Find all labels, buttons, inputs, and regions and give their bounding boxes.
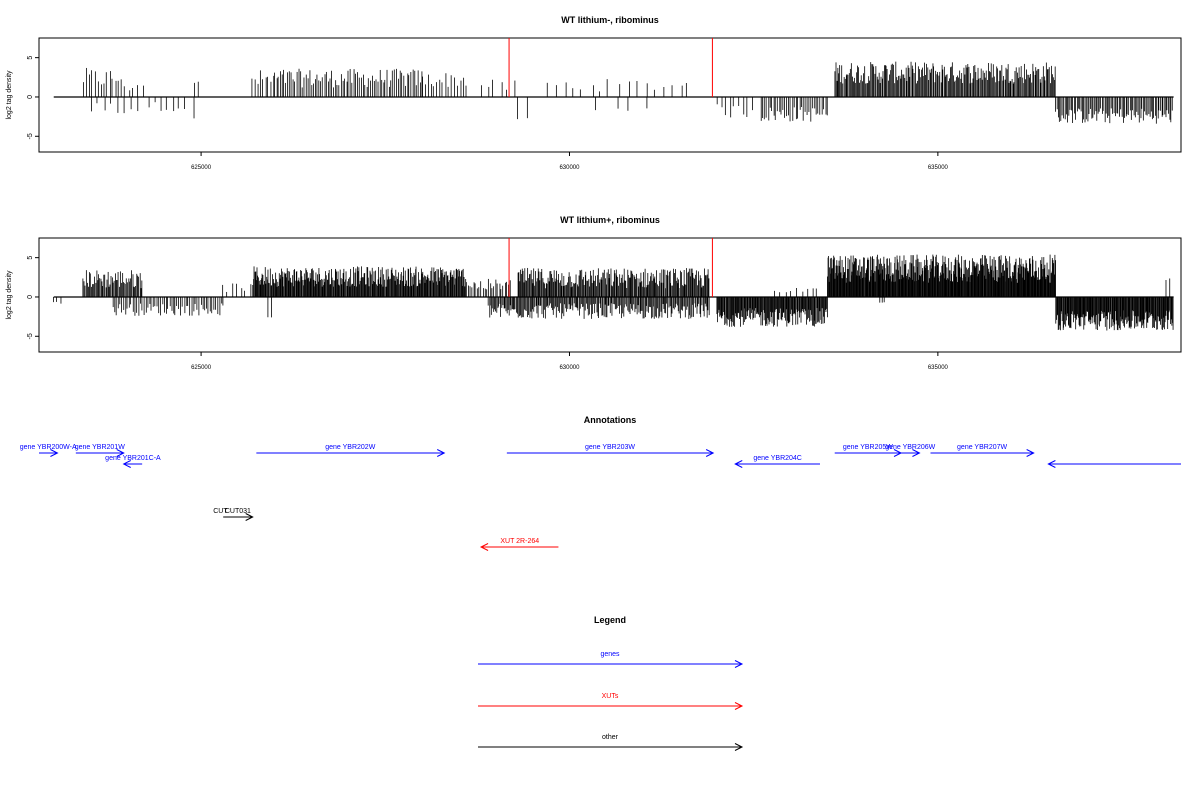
- x-tick-label: 625000: [191, 165, 212, 171]
- annotation-label: XUT 2R-264: [500, 538, 539, 545]
- annotation-feature: gene YBR200W-A: [20, 444, 77, 457]
- panel-title: WT lithium+, ribominus: [560, 215, 660, 225]
- y-axis-label: log2 tag density: [6, 270, 13, 320]
- annotation-feature: [1047, 460, 1181, 468]
- annotation-arrow-head: [437, 449, 446, 457]
- annotation-feature: gene YBR201W: [75, 444, 125, 457]
- annotation-feature: gene YBR204C: [734, 455, 820, 468]
- legend-item: XUTs: [478, 693, 744, 710]
- legend: Legend genes XUTs other: [478, 615, 744, 751]
- annotation-arrow-head: [1047, 460, 1056, 468]
- panel-title: WT lithium-, ribominus: [561, 15, 659, 25]
- legend-label: genes: [600, 651, 620, 658]
- annotation-label: gene YBR202W: [325, 444, 375, 451]
- annotation-feature: CUT: [213, 508, 228, 515]
- x-tick-label: 635000: [928, 365, 949, 371]
- annotation-label: CUT: [213, 508, 228, 515]
- annotation-feature: gene YBR206W: [885, 444, 936, 457]
- track-panel-lithium-plus: WT lithium+, ribominus log2 tag density …: [6, 215, 1182, 371]
- legend-label: other: [602, 734, 619, 741]
- x-tick-label: 630000: [559, 165, 580, 171]
- annotation-label: gene YBR200W-A: [20, 444, 77, 451]
- annotation-label: gene YBR205W: [843, 444, 893, 451]
- annotation-feature: XUT 2R-264: [479, 538, 559, 551]
- y-tick-label: 5: [27, 56, 34, 60]
- track-panel-lithium-minus: WT lithium-, ribominus log2 tag density …: [6, 15, 1182, 171]
- annotation-feature: gene YBR201C-A: [105, 455, 161, 468]
- x-tick-label: 630000: [559, 365, 580, 371]
- annotation-label: gene YBR204C: [753, 455, 802, 462]
- legend-label: XUTs: [602, 693, 619, 700]
- annotation-arrow-head: [116, 449, 125, 457]
- annotation-arrow-head: [479, 543, 489, 551]
- annotation-feature: gene YBR207W: [930, 444, 1035, 457]
- y-axis-label: log2 tag density: [6, 70, 13, 120]
- annotation-arrow-head: [50, 449, 59, 457]
- annotation-label: CUT031: [225, 508, 251, 515]
- legend-arrow-head: [734, 743, 744, 751]
- plot-frame: [38, 37, 1182, 153]
- x-tick-label: 635000: [928, 165, 949, 171]
- legend-item: genes: [478, 651, 744, 668]
- annotation-label: gene YBR206W: [885, 444, 935, 451]
- y-tick-label: -5: [27, 133, 34, 139]
- annotation-arrow-head: [705, 449, 715, 457]
- annotation-arrow-head: [1026, 449, 1035, 457]
- annotation-label: gene YBR203W: [585, 444, 635, 451]
- legend-arrow-head: [734, 660, 744, 668]
- annotation-arrow-head: [245, 513, 254, 521]
- density-bars: [53, 254, 1174, 331]
- annotation-label: gene YBR201W: [75, 444, 125, 451]
- annotation-feature: CUT031: [223, 508, 254, 521]
- y-tick-label: -5: [27, 333, 34, 339]
- annotation-arrow-head: [122, 460, 131, 468]
- y-tick-label: 0: [27, 95, 34, 99]
- y-tick-label: 0: [27, 295, 34, 299]
- legend-arrow-head: [734, 702, 744, 710]
- legend-item: other: [478, 734, 744, 751]
- annotation-feature: gene YBR203W: [506, 444, 715, 457]
- annotation-arrow-head: [912, 449, 921, 457]
- plot-frame: [38, 237, 1182, 353]
- annotation-feature: gene YBR202W: [256, 444, 446, 457]
- y-tick-label: 5: [27, 256, 34, 260]
- annotation-label: gene YBR207W: [957, 444, 1007, 451]
- annotation-arrow-head: [734, 460, 743, 468]
- annotation-label: gene YBR201C-A: [105, 455, 161, 462]
- density-bars: [83, 61, 1173, 124]
- legend-title: Legend: [594, 615, 626, 625]
- annotations-title: Annotations: [584, 415, 637, 425]
- x-tick-label: 625000: [191, 365, 212, 371]
